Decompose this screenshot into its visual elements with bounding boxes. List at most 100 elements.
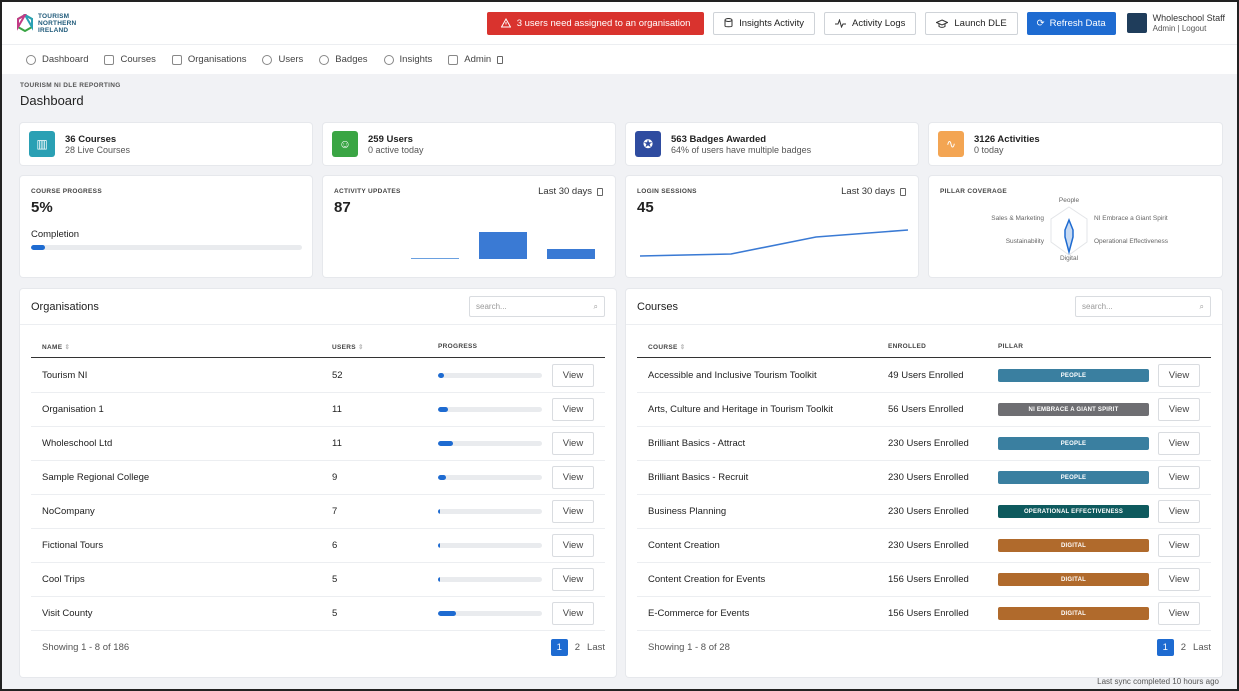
table-row: Fictional Tours 6 View [31,529,605,563]
view-button[interactable]: View [1158,432,1200,455]
last-page-button[interactable]: Last [1193,642,1211,653]
pillar-badge: DIGITAL [998,607,1149,620]
stat-card-activities[interactable]: ∿ 3126 Activities 0 today [929,123,1222,165]
nav-badges[interactable]: Badges [319,54,368,65]
radar-axis-label: Operational Effectiveness [1094,238,1169,245]
sort-icon: ⇕ [358,344,364,351]
stat-card-users[interactable]: ☺ 259 Users 0 active today [323,123,615,165]
page-button[interactable]: 2 [574,642,581,653]
page-button[interactable]: 2 [1180,642,1187,653]
page-button[interactable]: 1 [1156,639,1174,656]
calendar-icon [900,187,906,196]
view-button[interactable]: View [1158,364,1200,387]
login-sessions-card: LOGIN SESSIONS 45 Last 30 days [626,176,918,277]
database-icon [724,18,733,28]
org-progress-fill [438,475,447,480]
org-progress-bar [438,441,542,446]
courses-search-input[interactable]: search... ⌕ [1075,296,1211,317]
view-button[interactable]: View [1158,500,1200,523]
admin-link[interactable]: Admin [1152,24,1176,33]
org-name: NoCompany [42,506,95,517]
stat-card-courses[interactable]: ▥ 36 Courses 28 Live Courses [20,123,312,165]
view-button[interactable]: View [552,568,594,591]
nav-admin[interactable]: Admin [448,54,504,65]
table-row: Wholeschool Ltd 11 View [31,427,605,461]
table-row: Business Planning 230 Users Enrolled OPERA… [637,495,1211,529]
insights-activity-button[interactable]: Insights Activity [713,11,816,35]
stat-value: 563 Badges Awarded [671,133,767,145]
pillar-badge: PEOPLE [998,369,1149,382]
view-button[interactable]: View [552,534,594,557]
org-users: 6 [332,540,338,551]
logo-text: TOURISM NORTHERN IRELAND [38,13,76,34]
pagination-summary: Showing 1 - 8 of 186 [42,642,130,653]
org-progress-fill [438,509,441,514]
pillar-badge: DIGITAL [998,539,1149,552]
view-button[interactable]: View [552,364,594,387]
unassigned-users-alert-button[interactable]: 3 users need assigned to an organisation [487,11,705,35]
completion-bar [31,245,302,250]
last-page-button[interactable]: Last [587,642,605,653]
launch-dle-button[interactable]: Launch DLE [925,11,1018,35]
table-row: Organisation 1 11 View [31,393,605,427]
radar-axis-label: NI Embrace a Giant Spirit [1094,215,1168,222]
nav-insights[interactable]: Insights [383,54,432,65]
panel-title: Organisations [31,301,99,313]
org-progress-bar [438,509,542,514]
pillar-badge: NI EMBRACE A GIANT SPIRIT [998,403,1149,416]
range-selector[interactable]: Last 30 days [538,186,603,197]
login-sparkline [639,229,909,257]
logo-line: IRELAND [38,26,69,34]
nav-users[interactable]: Users [262,54,303,65]
page-button[interactable]: 1 [550,639,568,656]
view-button[interactable]: View [1158,398,1200,421]
page-title: Dashboard [20,93,84,108]
stat-card-badges[interactable]: ✪ 563 Badges Awarded 64% of users have mu… [626,123,918,165]
view-button[interactable]: View [1158,602,1200,625]
view-button[interactable]: View [552,398,594,421]
nav-dashboard[interactable]: Dashboard [26,54,88,65]
nav-label: Users [278,54,304,65]
course-enrolled: 230 Users Enrolled [888,438,969,449]
column-header-name[interactable]: NAME ⇕ [42,343,70,351]
view-button[interactable]: View [1158,568,1200,591]
panel-title: Courses [637,301,678,313]
organisations-search-input[interactable]: search... ⌕ [469,296,605,317]
alert-label: 3 users need assigned to an organisation [516,17,691,29]
nav-organisations[interactable]: Organisations [171,54,246,65]
completion-label: Completion [31,229,80,240]
course-name: Content Creation [648,540,720,551]
table-row: Accessible and Inclusive Tourism Toolkit… [637,359,1211,393]
refresh-data-label: Refresh Data [1049,17,1106,29]
nav-courses[interactable]: Courses [104,54,156,65]
table-row: Arts, Culture and Heritage in Tourism To… [637,393,1211,427]
launch-dle-label: Launch DLE [954,17,1007,29]
column-header-enrolled: ENROLLED [888,343,926,350]
logout-link[interactable]: Logout [1181,24,1207,33]
logo[interactable]: TOURISM NORTHERN IRELAND [16,13,136,34]
table-row: Visit County 5 View [31,597,605,631]
logo-line: NORTHERN [38,19,77,27]
column-header-course[interactable]: COURSE ⇕ [648,343,685,351]
activity-logs-button[interactable]: Activity Logs [824,11,917,35]
pillar-badge: DIGITAL [998,573,1149,586]
course-name: Content Creation for Events [648,574,766,585]
activity-bar [547,249,595,259]
login-sessions-value: 45 [637,199,654,216]
stat-value: 259 Users [368,133,413,145]
course-enrolled: 230 Users Enrolled [888,472,969,483]
view-button[interactable]: View [552,500,594,523]
pillar-coverage-card: PILLAR COVERAGE People NI Embrace a Gian… [929,176,1222,277]
view-button[interactable]: View [552,466,594,489]
view-button[interactable]: View [1158,466,1200,489]
range-selector[interactable]: Last 30 days [841,186,906,197]
view-button[interactable]: View [552,432,594,455]
column-header-users[interactable]: USERS ⇕ [332,343,364,351]
org-users: 5 [332,608,338,619]
view-button[interactable]: View [552,602,594,625]
view-button[interactable]: View [1158,534,1200,557]
refresh-data-button[interactable]: ⟳ Refresh Data [1026,11,1116,35]
user-menu: Wholeschool Staff Admin | Logout [1126,13,1225,33]
building-icon [171,54,182,65]
header-divider [31,357,605,358]
